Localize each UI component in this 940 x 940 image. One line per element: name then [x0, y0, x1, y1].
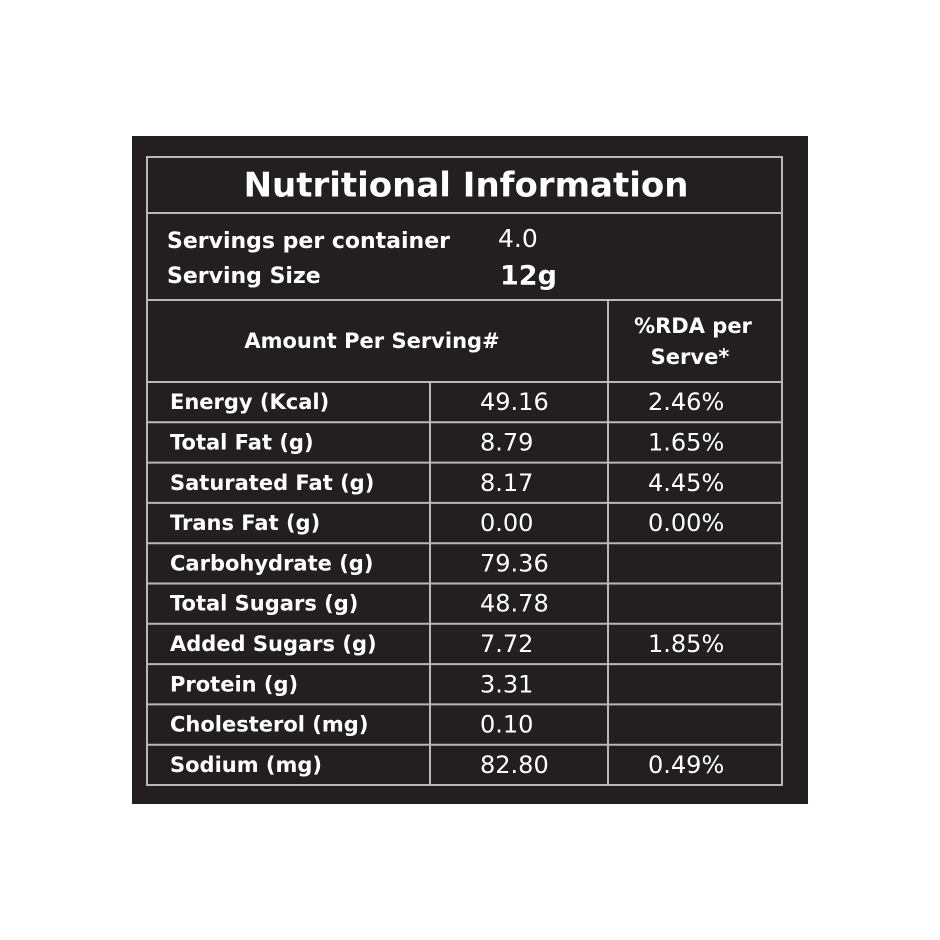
nutrient-name: Carbohydrate (g) [170, 551, 373, 575]
nutrient-rda: 0.49% [648, 751, 724, 779]
nutrient-amount: 8.79 [480, 428, 533, 456]
nutrient-name: Total Fat (g) [170, 430, 314, 454]
nutrient-amount: 8.17 [480, 469, 533, 497]
nutrient-rda: 0.00% [648, 509, 724, 537]
nutrient-amount: 79.36 [480, 549, 549, 577]
nutrient-name: Trans Fat (g) [170, 511, 320, 535]
nutrient-name: Total Sugars (g) [170, 592, 358, 616]
nutrient-amount: 3.31 [480, 670, 533, 698]
servings-label: Servings per container [167, 229, 450, 254]
nutrient-amount: 0.10 [480, 711, 533, 739]
nutrient-name: Added Sugars (g) [170, 632, 377, 656]
serving-size-value: 12g [500, 261, 557, 292]
rda-header: %RDA per [634, 314, 752, 338]
nutrient-rda: 1.85% [648, 630, 724, 658]
nutrient-amount: 82.80 [480, 751, 549, 779]
panel [132, 136, 808, 804]
table-border [146, 156, 783, 786]
nutrient-name: Energy (Kcal) [170, 390, 329, 414]
nutrient-name: Protein (g) [170, 672, 298, 696]
nutrient-amount: 49.16 [480, 388, 549, 416]
nutrient-amount: 48.78 [480, 590, 549, 618]
serving-size-label: Serving Size [167, 264, 321, 289]
nutrient-name: Sodium (mg) [170, 753, 322, 777]
amount-header: Amount Per Serving# [244, 329, 499, 353]
title: Nutritional Information [244, 166, 689, 206]
nutrient-amount: 7.72 [480, 630, 533, 658]
rda-header: Serve* [651, 345, 730, 369]
nutrient-name: Cholesterol (mg) [170, 713, 368, 737]
nutrient-amount: 0.00 [480, 509, 533, 537]
nutrient-rda: 1.65% [648, 428, 724, 456]
nutrient-rda: 2.46% [648, 388, 724, 416]
servings-value: 4.0 [498, 224, 538, 253]
nutrient-name: Saturated Fat (g) [170, 471, 374, 495]
nutrient-rda: 4.45% [648, 469, 724, 497]
